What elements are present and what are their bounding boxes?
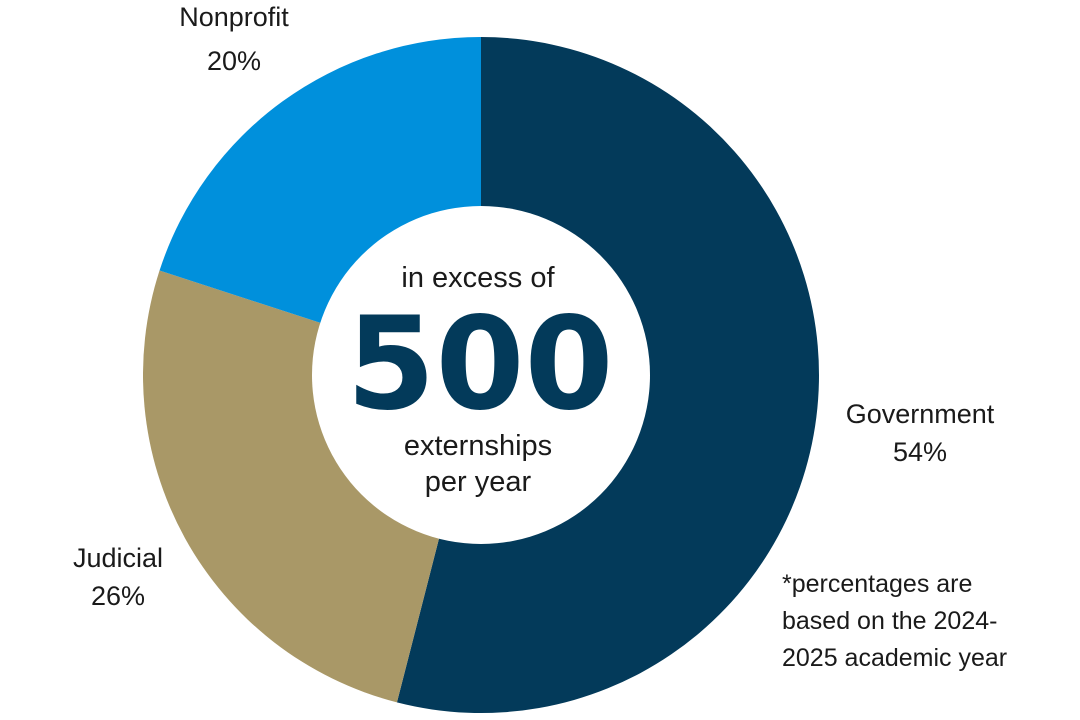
center-line-3: per year [425,466,532,498]
footnote-line-3: 2025 academic year [782,644,1007,672]
label-government-percent: 54% [893,437,947,467]
footnote-line-1: *percentages are [782,570,972,598]
center-line-1: in excess of [401,262,555,294]
label-nonprofit-name: Nonprofit [179,2,289,32]
center-number: 500 [346,290,613,439]
donut-hole [312,206,650,544]
label-judicial-name: Judicial [73,543,163,573]
label-nonprofit-percent: 20% [207,46,261,76]
footnote-line-2: based on the 2024- [782,607,997,635]
label-government-name: Government [846,399,995,429]
label-judicial-percent: 26% [91,581,145,611]
center-line-2: externships [404,430,552,462]
